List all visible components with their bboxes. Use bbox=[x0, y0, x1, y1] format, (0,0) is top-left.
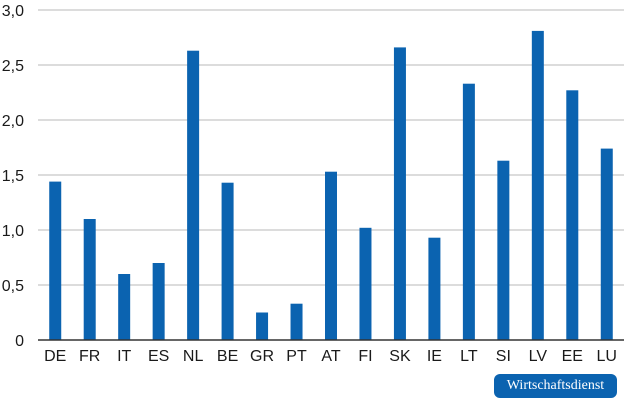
source-badge: Wirtschaftsdienst bbox=[494, 374, 617, 398]
source-badge-text: Wirtschaftsdienst bbox=[506, 378, 605, 393]
x-tick-label: GR bbox=[250, 348, 274, 365]
bar-gr bbox=[256, 312, 269, 340]
bar-fr bbox=[83, 219, 96, 340]
bar-si bbox=[497, 160, 510, 340]
bar-at bbox=[325, 171, 337, 340]
bar-sk bbox=[393, 47, 406, 341]
x-tick-label: AT bbox=[321, 348, 340, 365]
x-tick-label: EE bbox=[562, 348, 583, 365]
x-axis-ticks: DE FR IT ES NL BE GR PT AT FI SK IE LT SI LV EE LU bbox=[44, 348, 617, 365]
x-tick-label: SI bbox=[496, 348, 511, 365]
x-tick-label: DE bbox=[44, 348, 66, 365]
x-tick-label: FI bbox=[358, 348, 372, 365]
bar-es bbox=[152, 263, 165, 340]
y-tick-label: 1,0 bbox=[2, 223, 24, 240]
x-tick-label: SK bbox=[389, 348, 411, 365]
bar-be bbox=[221, 182, 234, 340]
y-tick-label: 3,0 bbox=[2, 3, 24, 20]
bar-ie bbox=[428, 237, 441, 340]
y-tick-label: 2,5 bbox=[2, 58, 24, 75]
bar-lu bbox=[600, 148, 613, 340]
bar-fi bbox=[359, 227, 372, 340]
bar-it bbox=[118, 274, 131, 340]
x-tick-label: LT bbox=[460, 348, 478, 365]
y-tick-label: 0,5 bbox=[2, 278, 24, 295]
x-tick-label: IT bbox=[117, 348, 131, 365]
bar-lt bbox=[462, 83, 475, 340]
y-tick-label: 1,5 bbox=[2, 168, 24, 185]
x-tick-label: FR bbox=[79, 348, 100, 365]
x-tick-label: NL bbox=[183, 348, 204, 365]
y-tick-label: 0 bbox=[15, 333, 24, 350]
x-tick-label: ES bbox=[148, 348, 169, 365]
bar-lv bbox=[531, 30, 544, 341]
x-tick-label: BE bbox=[217, 348, 238, 365]
bar-nl bbox=[187, 50, 200, 340]
x-tick-label: LV bbox=[529, 348, 548, 365]
bar-de bbox=[49, 181, 62, 340]
bar-ee bbox=[566, 90, 579, 340]
x-tick-label: LU bbox=[597, 348, 617, 365]
bar-pt bbox=[290, 303, 303, 340]
bars bbox=[49, 30, 613, 341]
x-tick-label: IE bbox=[427, 348, 442, 365]
x-tick-label: PT bbox=[286, 348, 307, 365]
y-axis-ticks: 0 0,5 1,0 1,5 2,0 2,5 3,0 bbox=[2, 3, 24, 350]
y-tick-label: 2,0 bbox=[2, 113, 24, 130]
